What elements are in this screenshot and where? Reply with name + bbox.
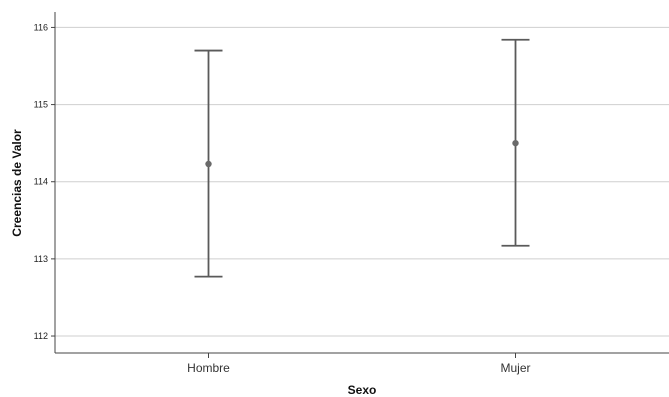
y-tick-label: 116: [34, 22, 48, 32]
mean-point-Hombre: [205, 160, 212, 168]
y-axis-title: Creencias de Valor: [10, 129, 24, 237]
mean-point-Mujer: [512, 139, 519, 147]
y-tick-label: 114: [34, 177, 48, 187]
y-tick-label: 112: [34, 331, 48, 341]
x-category-label: Hombre: [187, 361, 230, 375]
gridlines: [55, 26, 669, 337]
error-bars: [194, 38, 530, 278]
x-category-label: Mujer: [500, 361, 530, 375]
x-axis-title: Sexo: [348, 383, 377, 397]
axes: [54, 12, 669, 354]
y-tick-label: 113: [34, 254, 48, 264]
x-category-labels: Hombre Mujer: [187, 353, 531, 375]
y-tick-labels: 112 113 114 115 116: [34, 22, 55, 341]
y-tick-label: 115: [34, 100, 48, 110]
